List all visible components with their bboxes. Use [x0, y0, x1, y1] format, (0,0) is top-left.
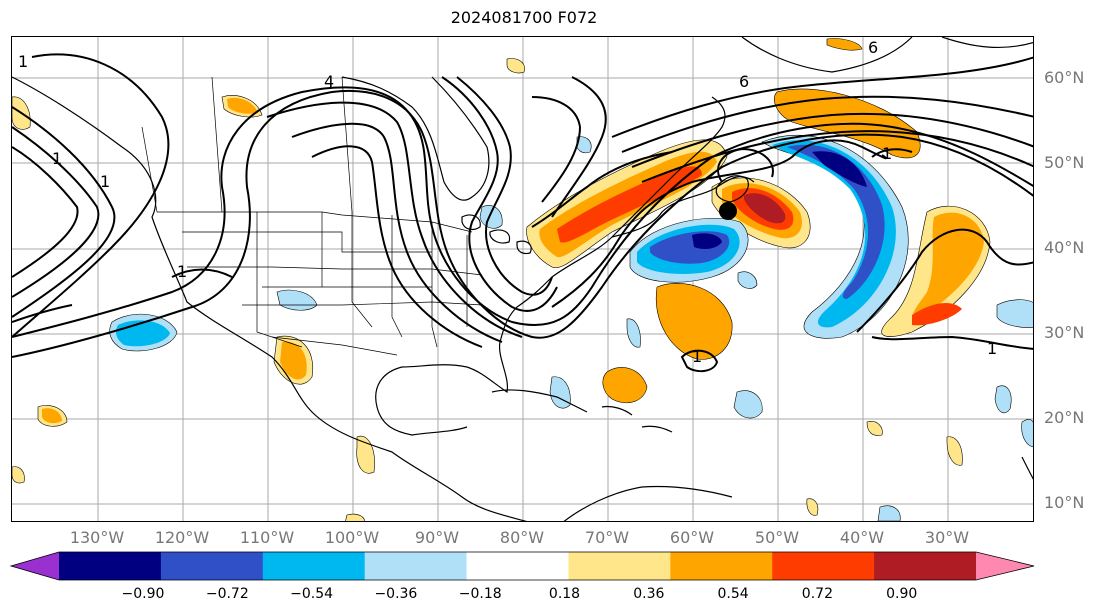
colorbar-cell — [772, 552, 875, 580]
colorbar-tick-label: 0.54 — [717, 586, 749, 602]
colorbar-tick-label: 0.18 — [548, 586, 581, 602]
colorbar-extend-low — [11, 552, 59, 580]
contour-label-group: 1 1 1 1 4 6 6 1 1 1 — [18, 38, 997, 366]
colorbar-tick-label: −0.18 — [458, 586, 502, 602]
colorbar-extend-high — [976, 552, 1034, 580]
colorbar-cell — [466, 552, 569, 580]
colorbar-cell — [364, 552, 468, 580]
colorbar-cell — [59, 552, 162, 580]
lon-label: 70°W — [584, 528, 630, 547]
lon-label: 110°W — [239, 528, 295, 547]
contour-label: 1 — [692, 347, 702, 366]
colorbar-tick-label: −0.90 — [121, 586, 165, 602]
lat-label: 30°N — [1044, 323, 1085, 342]
lon-label: 30°W — [924, 528, 970, 547]
lon-label: 100°W — [324, 528, 380, 547]
contour-label: 6 — [868, 38, 878, 57]
contour-label: 1 — [52, 149, 62, 168]
colorbar-cell — [262, 552, 366, 580]
lat-label: 10°N — [1044, 493, 1085, 512]
lon-label: 120°W — [154, 528, 210, 547]
colorbar-tick-label: −0.54 — [290, 586, 334, 602]
map-title: 2024081700 F072 — [450, 8, 598, 27]
lat-label: 60°N — [1044, 68, 1085, 87]
contour-label: 4 — [324, 72, 334, 91]
contour-lines — [12, 53, 1033, 373]
colorbar-cell — [160, 552, 264, 580]
colorbar-tick-label: 0.36 — [633, 586, 665, 602]
lon-label: 90°W — [414, 528, 460, 547]
contour-label: 1 — [100, 172, 110, 191]
lon-label: 130°W — [69, 528, 125, 547]
lon-label: 50°W — [754, 528, 800, 547]
colorbar-tick-label: 0.72 — [801, 586, 833, 602]
contour-label: 6 — [739, 72, 749, 91]
lon-label: 80°W — [499, 528, 545, 547]
lat-label: 20°N — [1044, 408, 1085, 427]
contour-label: 1 — [882, 144, 892, 163]
colorbar — [9, 551, 1035, 581]
contour-label: 1 — [987, 339, 997, 358]
lat-label: 50°N — [1044, 153, 1085, 172]
lon-label: 60°W — [669, 528, 715, 547]
map-frame: 1 1 1 1 4 6 6 1 1 1 — [11, 36, 1034, 522]
lon-label: 40°W — [839, 528, 885, 547]
political-borders — [141, 76, 483, 356]
colorbar-tick-label: −0.36 — [374, 586, 418, 602]
contour-label: 1 — [177, 262, 187, 281]
colorbar-cell — [670, 552, 773, 580]
colorbar-tick-label: 0.90 — [886, 586, 918, 602]
coastlines — [12, 37, 1033, 521]
colorbar-cell — [874, 552, 977, 580]
lat-label: 40°N — [1044, 238, 1085, 257]
storm-center-marker — [719, 202, 737, 220]
colorbar-tick-label: −0.72 — [205, 586, 249, 602]
colorbar-cell — [568, 552, 671, 580]
contour-label: 1 — [18, 52, 28, 71]
map-canvas: 1 1 1 1 4 6 6 1 1 1 — [12, 37, 1033, 521]
